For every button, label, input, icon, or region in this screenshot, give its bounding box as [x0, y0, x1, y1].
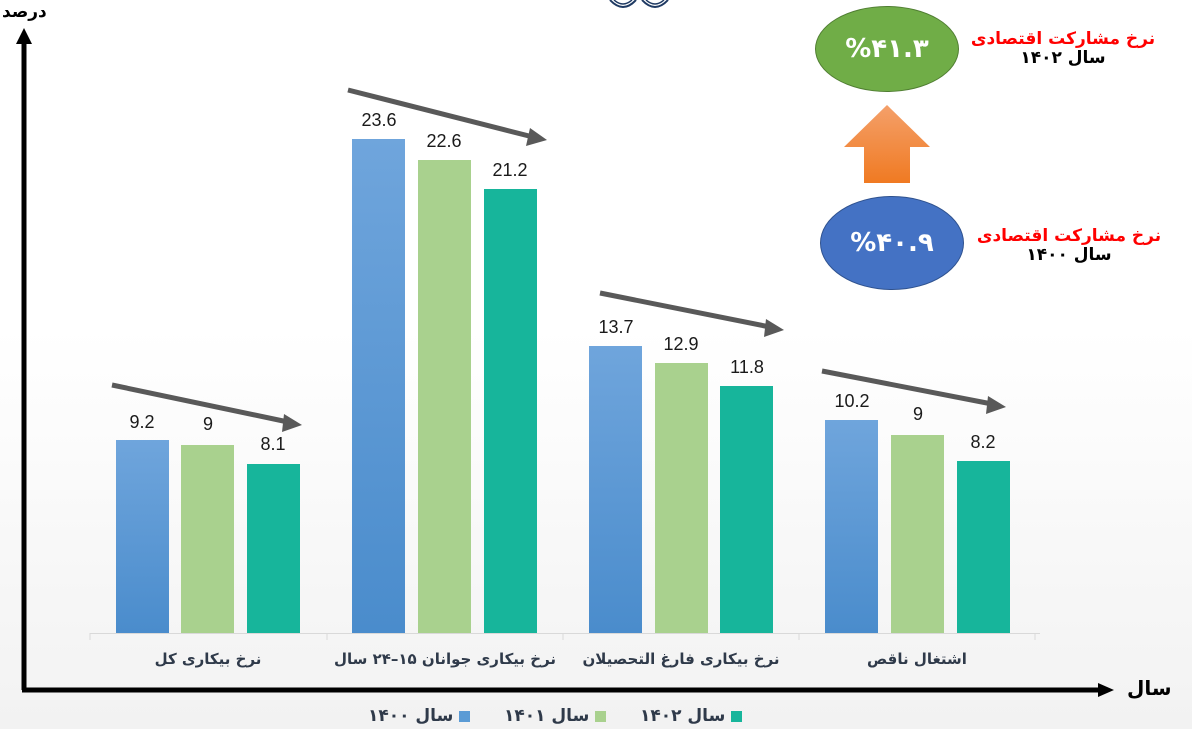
legend-swatch: [595, 710, 607, 722]
category-label: نرخ بیکاری جوانان ۱۵–۲۴ سال: [333, 650, 557, 668]
y-axis-label: درصد: [2, 2, 47, 22]
bar-1402-underemployment: [957, 461, 1010, 633]
bar-1401-underemployment: [891, 435, 944, 633]
value-label: 21.2: [492, 160, 528, 180]
category-label: اشتغال ناقص: [867, 650, 967, 668]
value-label: 9: [912, 404, 923, 424]
logo-icon: [609, 0, 669, 8]
bar-1400-youth-unemployment: [352, 139, 405, 633]
legend-swatch: [459, 710, 471, 722]
value-label: 12.9: [663, 334, 699, 354]
participation-1400-label: نرخ مشارکت اقتصادی سال ۱۴۰۰: [976, 226, 1162, 265]
bar-1401-youth-unemployment: [418, 160, 471, 633]
category-label: نرخ بیکاری کل: [154, 650, 262, 668]
bar-1402-total-unemployment: [247, 464, 300, 633]
value-label: 11.8: [730, 357, 764, 377]
value-label: 8.2: [970, 432, 996, 452]
bar-1400-underemployment: [825, 420, 878, 633]
bar-1400-total-unemployment: [116, 440, 169, 633]
value-label: 9: [202, 414, 213, 434]
participation-1402-label: نرخ مشارکت اقتصادی سال ۱۴۰۲: [970, 29, 1156, 68]
category-label: نرخ بیکاری فارغ التحصیلان: [582, 650, 780, 668]
bar-1401-graduate-unemployment: [655, 363, 708, 633]
value-label: 22.6: [426, 131, 462, 151]
value-label: 13.7: [598, 317, 634, 337]
participation-1402-ellipse: %۴۱.۳: [815, 6, 959, 92]
bar-1402-youth-unemployment: [484, 189, 537, 633]
bar-1401-total-unemployment: [181, 445, 234, 633]
value-label: 23.6: [361, 110, 397, 130]
legend-swatch: [731, 710, 743, 722]
legend-item-1402: سال ۱۴۰۲: [640, 706, 743, 726]
x-axis-label: سال: [1127, 676, 1172, 700]
value-label: 10.2: [834, 391, 870, 411]
up-arrow-icon: [844, 105, 930, 183]
bar-1402-graduate-unemployment: [720, 386, 773, 633]
bar-1400-graduate-unemployment: [589, 346, 642, 633]
value-label: 9.2: [129, 412, 155, 432]
legend-item-1401: سال ۱۴۰۱: [504, 706, 607, 726]
participation-1400-ellipse: %۴۰.۹: [820, 196, 964, 290]
value-label: 8.1: [260, 434, 286, 454]
legend-item-1400: سال ۱۴۰۰: [368, 706, 471, 726]
